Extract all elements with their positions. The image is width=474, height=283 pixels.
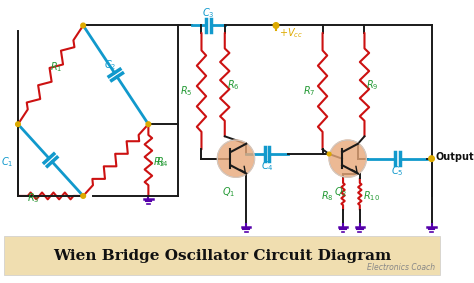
Text: $+V_{cc}$: $+V_{cc}$ bbox=[279, 26, 303, 40]
Text: Wien Bridge Oscillator Circuit Diagram: Wien Bridge Oscillator Circuit Diagram bbox=[53, 249, 391, 263]
Text: $C_2$: $C_2$ bbox=[104, 59, 116, 72]
Circle shape bbox=[146, 122, 151, 127]
Circle shape bbox=[16, 122, 20, 127]
Text: Output: Output bbox=[435, 152, 474, 162]
Text: $R_{10}$: $R_{10}$ bbox=[363, 190, 380, 203]
Text: $R_7$: $R_7$ bbox=[302, 84, 315, 98]
Text: $R_5$: $R_5$ bbox=[180, 84, 192, 98]
Text: $Q_1$: $Q_1$ bbox=[222, 185, 235, 199]
Circle shape bbox=[217, 140, 255, 177]
Text: $R_4$: $R_4$ bbox=[156, 155, 169, 169]
Text: $R_9$: $R_9$ bbox=[366, 78, 379, 91]
Text: Electronics Coach: Electronics Coach bbox=[367, 263, 435, 272]
Text: $C_5$: $C_5$ bbox=[391, 164, 404, 178]
Text: $R_8$: $R_8$ bbox=[321, 190, 334, 203]
Circle shape bbox=[81, 194, 85, 198]
Text: $C_1$: $C_1$ bbox=[1, 155, 13, 169]
Circle shape bbox=[273, 23, 279, 28]
Text: $C_3$: $C_3$ bbox=[202, 6, 214, 20]
Text: $R_1$: $R_1$ bbox=[50, 61, 63, 74]
FancyBboxPatch shape bbox=[4, 236, 440, 275]
Text: $R_3$: $R_3$ bbox=[27, 191, 39, 205]
Text: $R_2$: $R_2$ bbox=[153, 155, 165, 169]
Text: $C_4$: $C_4$ bbox=[261, 160, 273, 173]
Text: $R_6$: $R_6$ bbox=[227, 78, 239, 91]
Circle shape bbox=[327, 152, 331, 156]
Text: $Q_2$: $Q_2$ bbox=[334, 185, 347, 199]
Circle shape bbox=[329, 140, 366, 177]
Circle shape bbox=[429, 156, 434, 162]
Circle shape bbox=[81, 23, 85, 28]
